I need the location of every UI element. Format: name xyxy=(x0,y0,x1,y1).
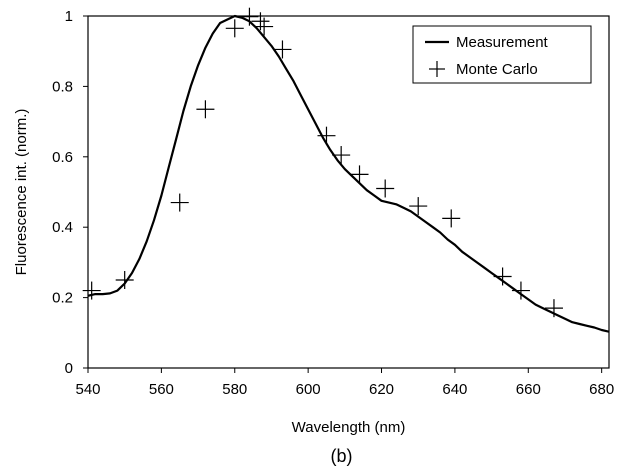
monte-carlo-point xyxy=(115,271,134,289)
series-layer xyxy=(82,7,609,333)
monte-carlo-point xyxy=(255,17,274,36)
y-axis-title: Fluorescence int. (norm.) xyxy=(13,109,30,276)
legend-monte-carlo-plus-icon xyxy=(429,61,445,77)
y-axis-ticks: 0 0.2 0.4 0.6 0.8 1 xyxy=(52,8,88,377)
monte-carlo-point xyxy=(511,281,530,300)
monte-carlo-point xyxy=(317,126,336,145)
plot-area: 540 560 580 600 620 640 660 680 0 0.2 0.4 0.6 0.8 1 xyxy=(52,7,614,398)
x-tick-label: 680 xyxy=(589,381,614,398)
monte-carlo-point xyxy=(240,7,259,26)
legend-monte-carlo-label: Monte Carlo xyxy=(456,61,538,78)
x-tick-label: 560 xyxy=(149,381,174,398)
figure-caption: (b) xyxy=(331,446,353,466)
monte-carlo-point xyxy=(350,165,369,184)
y-tick-label: 0 xyxy=(65,360,73,377)
x-tick-label: 580 xyxy=(222,381,247,398)
y-tick-label: 1 xyxy=(65,8,73,25)
monte-carlo-point xyxy=(273,40,292,59)
monte-carlo-point xyxy=(170,193,189,212)
x-axis-title: Wavelength (nm) xyxy=(292,419,406,436)
legend: Measurement Monte Carlo xyxy=(412,25,592,84)
x-tick-label: 640 xyxy=(442,381,467,398)
y-tick-label: 0.6 xyxy=(52,149,73,166)
x-axis-ticks: 540 560 580 600 620 640 660 680 xyxy=(75,368,614,398)
measurement-series-line xyxy=(88,14,609,333)
x-tick-label: 600 xyxy=(296,381,321,398)
x-tick-label: 620 xyxy=(369,381,394,398)
legend-box xyxy=(412,25,592,84)
monte-carlo-point xyxy=(82,281,101,300)
monte-carlo-point xyxy=(196,100,215,119)
monte-carlo-point xyxy=(409,197,428,216)
y-tick-label: 0.2 xyxy=(52,290,73,307)
plot-frame xyxy=(87,15,610,369)
monte-carlo-point xyxy=(332,146,351,165)
monte-carlo-point xyxy=(544,299,563,318)
x-tick-label: 540 xyxy=(75,381,100,398)
y-tick-label: 0.8 xyxy=(52,78,73,95)
legend-measurement-label: Measurement xyxy=(456,34,549,51)
monte-carlo-point xyxy=(251,12,270,31)
monte-carlo-point xyxy=(376,179,395,198)
x-tick-label: 660 xyxy=(516,381,541,398)
monte-carlo-point xyxy=(442,209,461,228)
monte-carlo-point xyxy=(493,267,512,286)
y-tick-label: 0.4 xyxy=(52,219,73,236)
monte-carlo-point xyxy=(225,19,244,38)
